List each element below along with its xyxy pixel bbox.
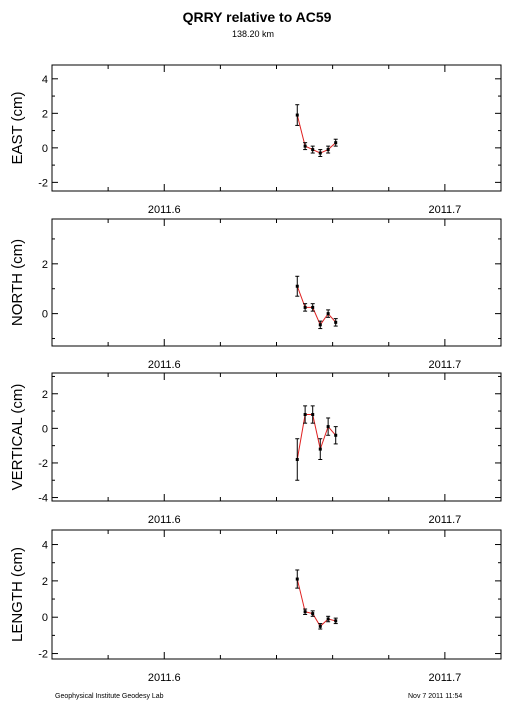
length-ytick-label: 2 [42, 576, 48, 588]
length-series-line [296, 578, 336, 628]
panels: -2 0 2 4 2011.6 2011.7 EAST (cm) 0 2 2011.6 2011.7… [9, 64, 502, 684]
panel-north: 0 2 2011.6 2011.7 NORTH (cm) [9, 218, 502, 371]
east-ytick-label: 0 [42, 143, 48, 155]
east-xtick-label: 2011.7 [428, 204, 461, 216]
east-xtick-label: 2011.6 [148, 204, 181, 216]
vertical-ytick-label: -4 [38, 493, 48, 505]
north-data-point [318, 323, 322, 327]
north-data-point [295, 284, 299, 288]
length-data-point [311, 612, 315, 616]
vertical-plot-frame [51, 372, 502, 502]
panel-length: -2 0 2 4 2011.6 2011.7 LENGTH (cm) [9, 529, 502, 684]
length-ytick-label: 4 [42, 540, 48, 552]
length-ytick-label: -2 [38, 649, 48, 661]
east-data-point [326, 148, 330, 152]
vertical-data-point [318, 447, 322, 451]
vertical-data-point [311, 413, 315, 417]
north-data-point [326, 312, 330, 316]
length-y-axis-title: LENGTH (cm) [9, 547, 26, 642]
length-data-point [334, 619, 338, 623]
east-data-point [318, 151, 322, 155]
north-ytick-label: 2 [42, 259, 48, 271]
north-ytick-label: 0 [42, 309, 48, 321]
footer-right: Nov 7 2011 11:54 [408, 693, 462, 700]
north-plot-frame [51, 218, 502, 347]
east-data-point [311, 148, 315, 152]
north-data-point [303, 305, 307, 309]
north-y-axis-title: NORTH (cm) [9, 239, 26, 326]
length-data-point [326, 617, 330, 621]
length-data-point [295, 577, 299, 581]
vertical-series-line [296, 414, 337, 460]
east-ytick-label: -2 [38, 177, 48, 189]
east-y-axis-title: EAST (cm) [9, 91, 26, 164]
vertical-data-point [334, 433, 338, 437]
chart-subtitle: 138.20 km [232, 29, 274, 39]
north-data-point [311, 305, 315, 309]
east-ytick-label: 2 [42, 108, 48, 120]
length-data-point [303, 610, 307, 614]
chart-title: QRRY relative to AC59 [183, 9, 332, 25]
east-series-line [296, 114, 337, 154]
north-series-line [296, 286, 337, 326]
east-data-point [334, 141, 338, 145]
vertical-xtick-label: 2011.7 [428, 514, 461, 526]
length-ytick-label: 0 [42, 612, 48, 624]
east-data-point [295, 113, 299, 117]
vertical-y-axis-title: VERTICAL (cm) [9, 384, 26, 491]
footer-left: Geophysical Institute Geodesy Lab [55, 693, 164, 700]
vertical-ytick-label: -2 [38, 458, 48, 470]
north-xtick-label: 2011.7 [428, 359, 461, 371]
length-xtick-label: 2011.6 [148, 672, 181, 684]
east-plot-frame [51, 64, 502, 192]
vertical-data-point [295, 457, 299, 461]
vertical-data-point [303, 413, 307, 417]
vertical-ytick-label: 2 [42, 389, 48, 401]
east-ytick-label: 4 [42, 74, 48, 86]
north-xtick-label: 2011.6 [148, 359, 181, 371]
vertical-xtick-label: 2011.6 [148, 514, 181, 526]
length-plot-frame [51, 529, 502, 660]
panel-vertical: -4 -2 0 2 2011.6 2011.7 VERTICAL (cm) [9, 372, 502, 526]
vertical-data-point [326, 425, 330, 429]
east-data-point [303, 144, 307, 148]
panel-east: -2 0 2 4 2011.6 2011.7 EAST (cm) [9, 64, 502, 216]
vertical-ytick-label: 0 [42, 423, 48, 435]
length-data-point [318, 624, 322, 628]
length-xtick-label: 2011.7 [428, 672, 461, 684]
north-data-point [334, 320, 338, 324]
